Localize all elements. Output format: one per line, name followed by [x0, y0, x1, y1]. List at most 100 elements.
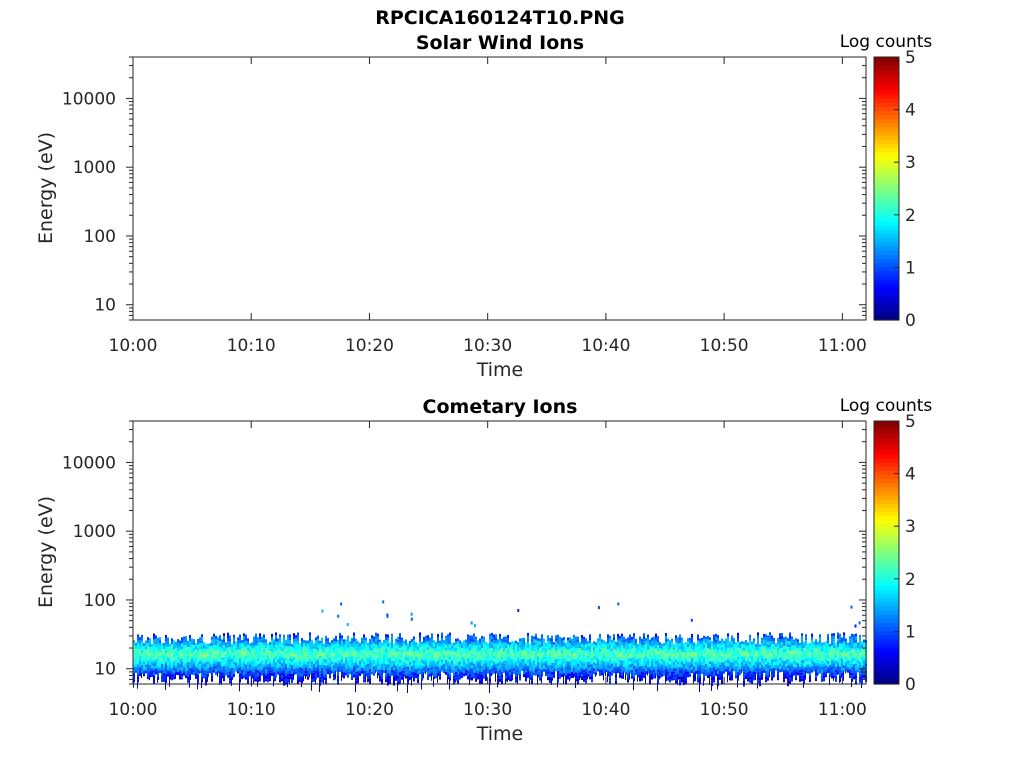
spectrogram-cell	[685, 657, 687, 660]
spectrogram-cell	[581, 656, 583, 659]
spectrogram-cell	[517, 669, 519, 673]
spectrogram-cell	[733, 644, 735, 648]
spectrogram-cell	[197, 683, 198, 690]
spectrogram-cell	[323, 679, 324, 684]
spectrogram-cell	[661, 643, 663, 647]
spectrogram-cell	[451, 651, 453, 655]
spectrogram-cell	[293, 642, 295, 646]
spectrogram-cell	[563, 670, 565, 674]
spectrogram-cell	[223, 672, 225, 676]
spectrogram-cell	[627, 637, 629, 641]
spectrogram-cell	[821, 666, 823, 670]
spectrogram-cell	[629, 637, 631, 641]
spectrogram-cell	[641, 641, 643, 645]
spectrogram-cell	[443, 652, 445, 656]
spectrogram-cell	[343, 669, 345, 673]
spectrogram-cell	[665, 660, 667, 663]
spectrogram-cell	[805, 658, 807, 662]
spectrogram-cell	[551, 679, 552, 685]
spectrogram-cell	[609, 653, 611, 657]
spectrogram-cell	[279, 670, 281, 674]
spectrogram-cell	[711, 659, 713, 663]
spectrogram-cell	[255, 669, 257, 673]
spectrogram-cell	[361, 667, 363, 671]
spectrogram-cell	[207, 655, 209, 659]
spectrogram-cell	[191, 644, 193, 648]
spectrogram-cell	[723, 667, 725, 671]
spectrogram-cell	[623, 657, 625, 661]
spectrogram-cell	[247, 641, 249, 645]
spectrogram-cell	[173, 640, 175, 644]
spectrogram-cell	[355, 668, 357, 672]
spectrogram-cell	[689, 670, 691, 674]
spectrogram-cell	[301, 647, 303, 651]
spectrogram-cell	[281, 678, 283, 682]
spectrogram-cell	[739, 654, 741, 658]
spectrogram-cell	[795, 647, 797, 651]
spectrogram-cell	[347, 644, 349, 648]
spectrogram-cell	[135, 657, 137, 661]
spectrogram-cell	[307, 667, 309, 671]
spectrogram-cell	[519, 668, 521, 672]
spectrogram-cell	[643, 633, 645, 637]
colorbar-segment	[874, 192, 899, 198]
spectrogram-cell	[401, 658, 403, 662]
spectrogram-cell	[707, 657, 709, 660]
spectrogram-cell	[469, 638, 471, 642]
spectrogram-cell	[355, 641, 357, 645]
spectrogram-cell	[429, 670, 431, 674]
spectrogram-cell	[753, 647, 755, 651]
spectrogram-cell	[661, 655, 663, 659]
spectrogram-cell	[141, 649, 143, 653]
spectrogram-cell	[519, 641, 521, 645]
spectrogram-cell	[245, 658, 247, 662]
spectrogram-cell	[149, 644, 151, 648]
spectrogram-cell	[455, 677, 457, 681]
spectrogram-cell	[447, 655, 449, 659]
spectrogram-cell	[545, 670, 547, 673]
spectrogram-cell	[655, 663, 657, 667]
spectrogram-cell	[163, 646, 165, 649]
spectrogram-cell	[701, 658, 703, 662]
spectrogram-cell	[321, 655, 323, 659]
spectrogram-cell	[539, 677, 541, 681]
spectrogram-cell	[721, 647, 723, 651]
spectrogram-cell	[135, 648, 137, 652]
spectrogram-cell	[385, 649, 387, 653]
spectrogram-cell	[481, 641, 483, 645]
spectrogram-cell	[279, 676, 281, 680]
spectrogram-cell	[637, 662, 639, 666]
spectrogram-cell	[403, 674, 404, 684]
spectrogram-cell	[585, 641, 587, 645]
spectrogram-cell	[331, 664, 333, 668]
spectrogram-cell	[483, 675, 485, 679]
spectrogram-cell	[655, 654, 657, 658]
spectrogram-cell	[639, 645, 641, 649]
spectrogram-cell	[347, 656, 349, 660]
spectrogram-cell	[371, 635, 373, 639]
spectrogram-cell	[395, 650, 397, 654]
spectrogram-cell	[159, 637, 161, 641]
spectrogram-cell	[745, 652, 747, 655]
spectrogram-cell	[295, 662, 297, 666]
spectrogram-cell	[287, 634, 289, 638]
spectrogram-cell	[755, 659, 757, 663]
spectrogram-cell	[479, 647, 481, 651]
spectrogram-cell	[691, 667, 693, 670]
spectrogram-cell	[555, 641, 557, 645]
spectrogram-cell	[205, 643, 207, 647]
spectrogram-cell	[709, 664, 711, 668]
spectrogram-cell	[221, 648, 223, 652]
colorbar-segment	[874, 303, 899, 309]
spectrogram-cell	[585, 680, 587, 684]
spectrogram-cell	[311, 667, 313, 671]
spectrogram-cell	[663, 660, 665, 664]
spectrogram-cell	[159, 646, 161, 650]
spectrogram-cell	[709, 658, 711, 662]
spectrogram-cell	[161, 664, 163, 668]
spectrogram-cell	[763, 648, 765, 652]
spectrogram-cell	[177, 672, 179, 676]
spectrogram-cell	[689, 643, 691, 647]
spectrogram-cell	[393, 652, 395, 656]
spectrogram-cell	[293, 654, 295, 658]
